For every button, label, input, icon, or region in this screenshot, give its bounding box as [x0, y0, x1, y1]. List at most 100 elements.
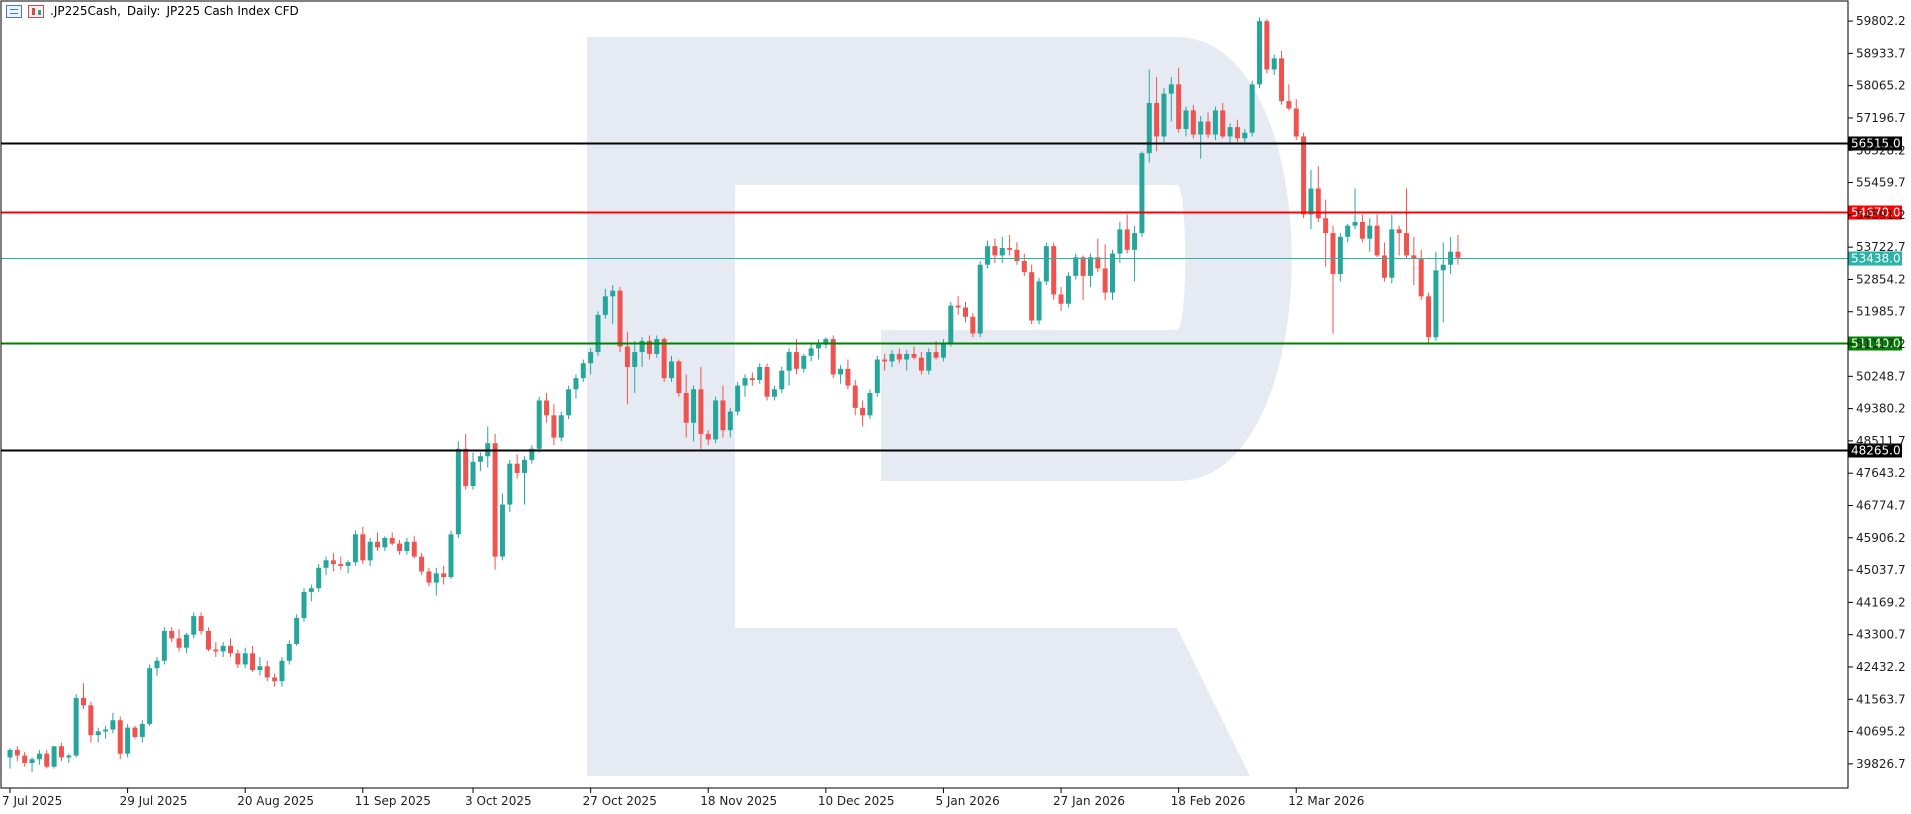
candle[interactable] [1330, 225, 1336, 334]
candle[interactable] [889, 350, 895, 367]
candle[interactable] [1212, 106, 1218, 141]
candle[interactable] [522, 456, 527, 505]
candle[interactable] [183, 632, 189, 654]
candle[interactable] [455, 441, 461, 539]
candle[interactable] [95, 727, 101, 743]
candle[interactable] [1073, 253, 1079, 280]
candle[interactable] [852, 379, 858, 416]
candle[interactable] [7, 748, 13, 769]
candle[interactable] [860, 400, 866, 427]
candle[interactable] [1014, 242, 1020, 265]
candle[interactable] [610, 285, 616, 325]
candle[interactable] [301, 588, 307, 622]
candle[interactable] [918, 352, 924, 375]
candle[interactable] [1264, 19, 1270, 74]
candle[interactable] [1440, 242, 1446, 323]
candle[interactable] [1352, 188, 1358, 230]
candle[interactable] [1139, 151, 1145, 237]
candle[interactable] [272, 673, 278, 687]
candle[interactable] [1161, 88, 1167, 143]
candle[interactable] [1234, 119, 1240, 143]
candle[interactable] [558, 411, 564, 442]
candle[interactable] [1132, 225, 1138, 282]
candle[interactable] [51, 746, 57, 769]
candle[interactable] [1448, 236, 1454, 275]
candle[interactable] [1117, 221, 1123, 263]
candle[interactable] [360, 526, 366, 565]
candle[interactable] [977, 260, 983, 338]
candle[interactable] [985, 240, 991, 269]
candle[interactable] [1455, 234, 1461, 265]
candle[interactable] [669, 355, 674, 382]
candle[interactable] [1021, 253, 1027, 276]
candle[interactable] [617, 287, 623, 353]
candle[interactable] [477, 452, 483, 472]
candle[interactable] [22, 751, 28, 767]
candle[interactable] [1051, 242, 1057, 301]
candle[interactable] [1345, 223, 1351, 243]
candle[interactable] [1389, 214, 1395, 284]
candle[interactable] [955, 296, 961, 315]
candle[interactable] [838, 365, 844, 384]
candle[interactable] [1065, 272, 1071, 308]
candle[interactable] [1404, 188, 1409, 260]
chart-bars-icon[interactable] [6, 4, 22, 18]
candle[interactable] [367, 538, 373, 566]
candle[interactable] [867, 389, 873, 420]
candle[interactable] [948, 301, 954, 347]
candle[interactable] [661, 337, 667, 382]
candle[interactable] [992, 238, 998, 263]
candle[interactable] [1301, 132, 1307, 219]
candle[interactable] [147, 664, 153, 726]
candle[interactable] [88, 701, 94, 743]
candle[interactable] [441, 565, 447, 585]
candle[interactable] [808, 342, 814, 362]
candle[interactable] [463, 433, 469, 490]
candle[interactable] [727, 407, 733, 438]
candle[interactable] [1315, 166, 1321, 222]
candle[interactable] [1183, 106, 1189, 137]
candle[interactable] [426, 567, 432, 587]
candle[interactable] [1249, 80, 1255, 137]
candle[interactable] [125, 723, 131, 758]
candle[interactable] [507, 459, 513, 512]
candle[interactable] [1374, 214, 1380, 258]
candle[interactable] [1036, 277, 1042, 325]
candle[interactable] [14, 746, 20, 762]
candle[interactable] [1367, 218, 1373, 252]
candle[interactable] [801, 353, 807, 373]
candle[interactable] [963, 301, 968, 323]
chart-candles-icon[interactable] [28, 4, 44, 18]
candle[interactable] [73, 694, 79, 758]
candle[interactable] [683, 374, 689, 438]
candle[interactable] [771, 385, 777, 401]
candle[interactable] [1087, 253, 1093, 288]
candle[interactable] [103, 725, 109, 739]
candle[interactable] [676, 359, 682, 397]
candle[interactable] [529, 445, 535, 464]
candle[interactable] [705, 430, 711, 446]
candle[interactable] [29, 757, 35, 773]
candle[interactable] [911, 346, 917, 360]
candle[interactable] [242, 647, 248, 669]
candle[interactable] [1293, 99, 1299, 141]
candle[interactable] [279, 657, 285, 687]
candle[interactable] [544, 393, 550, 423]
candle[interactable] [639, 337, 645, 367]
candle[interactable] [1426, 292, 1432, 345]
candle[interactable] [691, 385, 697, 442]
candle[interactable] [1198, 115, 1204, 159]
candle[interactable] [345, 560, 351, 574]
candle[interactable] [1176, 67, 1182, 133]
candle[interactable] [874, 355, 880, 397]
candle[interactable] [132, 725, 138, 739]
candle[interactable] [764, 363, 770, 401]
candle[interactable] [698, 366, 704, 449]
candle[interactable] [448, 530, 454, 579]
candle[interactable] [1043, 242, 1049, 286]
candle[interactable] [264, 660, 270, 682]
candle[interactable] [1124, 214, 1130, 254]
candle[interactable] [1242, 128, 1248, 143]
candle[interactable] [1205, 112, 1211, 139]
candle[interactable] [602, 288, 608, 319]
